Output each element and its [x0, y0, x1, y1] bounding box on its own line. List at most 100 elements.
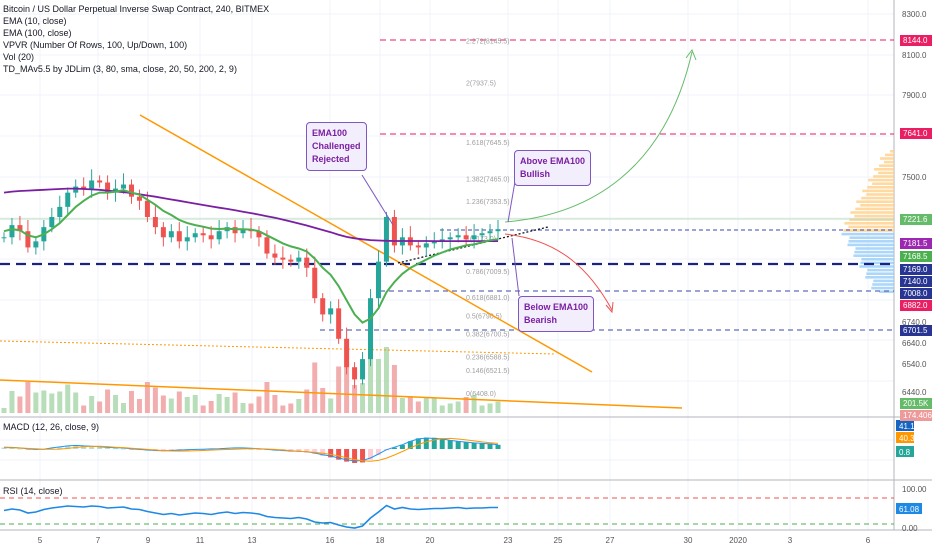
volume-bar [344, 367, 350, 413]
price-tick-label: 6540.0 [902, 360, 927, 369]
macd-bar [415, 438, 421, 449]
macd-label: MACD (12, 26, close, 9) [3, 422, 100, 432]
rsi-line [3, 504, 498, 529]
macd-tick-label: 40.3 [899, 434, 915, 443]
volume-bar [391, 365, 397, 413]
macd-bar [368, 449, 374, 460]
vpvr-bar [854, 250, 894, 254]
fib-label: 1.618(7645.5) [466, 140, 510, 147]
macd-bar [495, 444, 501, 449]
volume-bar [208, 401, 214, 413]
macd-bar [65, 446, 71, 449]
vpvr-bar [890, 150, 894, 153]
vpvr-bar [860, 204, 894, 207]
macd-bar [344, 449, 350, 462]
candle-body [344, 338, 350, 368]
fib-label: 0.236(6588.5) [466, 354, 510, 361]
bearish-callout: Below EMA100 Bearish [518, 296, 595, 332]
fib-label: 0.146(6521.5) [466, 368, 510, 375]
legend-vol: Vol (20) [3, 52, 35, 62]
candle-body [208, 235, 214, 240]
volume-bar [447, 403, 453, 413]
time-axis: 5 7 9 11 13 16 18 20 23 25 27 30 2020 3 6 [38, 536, 871, 545]
fib-label: 1(7173.0) [466, 236, 496, 243]
volume-bar [216, 394, 222, 413]
macd-bar [25, 449, 31, 450]
fib-label: 1.382(7465.0) [466, 177, 510, 184]
ema100-callout: EMA100 Challenged Rejected [306, 122, 367, 171]
candle-body [256, 231, 262, 238]
vpvr-bar [854, 214, 894, 218]
volume-bar [128, 391, 134, 413]
candle-body [89, 180, 95, 189]
macd-tick-label: 41.1 [899, 422, 915, 431]
macd-bar [1, 447, 7, 449]
volume-bars [1, 343, 501, 413]
candle-body [360, 359, 366, 380]
candle-body [57, 206, 63, 217]
macd-bar [9, 447, 15, 449]
volume-bar [144, 382, 150, 413]
volume-bar [152, 387, 158, 413]
candle-body [49, 217, 55, 228]
candle-body [240, 229, 246, 234]
vpvr-bar [873, 279, 894, 283]
candle-body [495, 229, 501, 232]
price-badge: 7641.0 [900, 128, 932, 139]
volume-bar [232, 392, 238, 413]
callout-line: Bullish [520, 169, 551, 179]
vpvr-bar [847, 243, 894, 247]
candle-body [264, 237, 270, 254]
candle-body [312, 267, 318, 299]
volume-bar [272, 395, 278, 413]
candle-body [25, 231, 31, 248]
vpvr-bar [855, 247, 894, 250]
volume-bar [41, 390, 47, 413]
callout-line: EMA100 [312, 128, 348, 138]
vpvr-bar [841, 232, 894, 236]
volume-bar [17, 396, 23, 413]
volume-bar [121, 403, 127, 413]
volume-bar [407, 396, 413, 413]
legend-vpvr: VPVR (Number Of Rows, 100, Up/Down, 100) [3, 40, 188, 50]
price-badge: 6882.0 [900, 300, 932, 311]
volume-bar [431, 397, 437, 413]
descending-trendline[interactable] [139, 114, 593, 373]
candle-body [176, 231, 182, 242]
price-badge: 7140.0 [900, 276, 932, 287]
time-tick-label: 3 [788, 536, 793, 545]
fib-label: 0.618(6881.0) [466, 295, 510, 302]
volume-bar [439, 405, 445, 413]
bullish-callout: Above EMA100 Bullish [514, 150, 592, 186]
price-badge: 8144.0 [900, 35, 932, 46]
volume-bar [336, 366, 342, 413]
support-trendline[interactable] [0, 379, 683, 409]
vpvr-bar [878, 171, 894, 175]
vpvr-bar [879, 290, 894, 293]
fib-levels: 2.272(8145.5) 2(7937.5) 1.618(7645.5) 1.382… [466, 38, 510, 398]
candle-body [33, 241, 39, 248]
volume-bar [1, 408, 7, 413]
volume-bar [65, 384, 71, 413]
macd-bar [391, 447, 397, 449]
candle-body [391, 217, 397, 246]
macd-axis-badge [896, 446, 914, 457]
time-tick-label: 6 [866, 536, 871, 545]
vpvr-bar [871, 286, 894, 290]
macd-bar [360, 449, 366, 463]
rsi-label: RSI (14, close) [3, 486, 63, 496]
candle-body [447, 237, 453, 240]
macd-axis-badge [896, 432, 914, 443]
time-tick-label: 9 [146, 536, 151, 545]
callout-pointer [511, 237, 520, 297]
volume-bar [423, 397, 429, 413]
volume-bar [89, 396, 95, 413]
callout-pointer [361, 174, 394, 226]
price-tick-label: 7500.0 [902, 173, 927, 182]
candle-body [288, 259, 294, 262]
volume-bar [383, 347, 389, 413]
time-tick-label: 2020 [729, 536, 747, 545]
macd-bar [479, 443, 485, 449]
price-tick-label: 6740.0 [902, 318, 927, 327]
